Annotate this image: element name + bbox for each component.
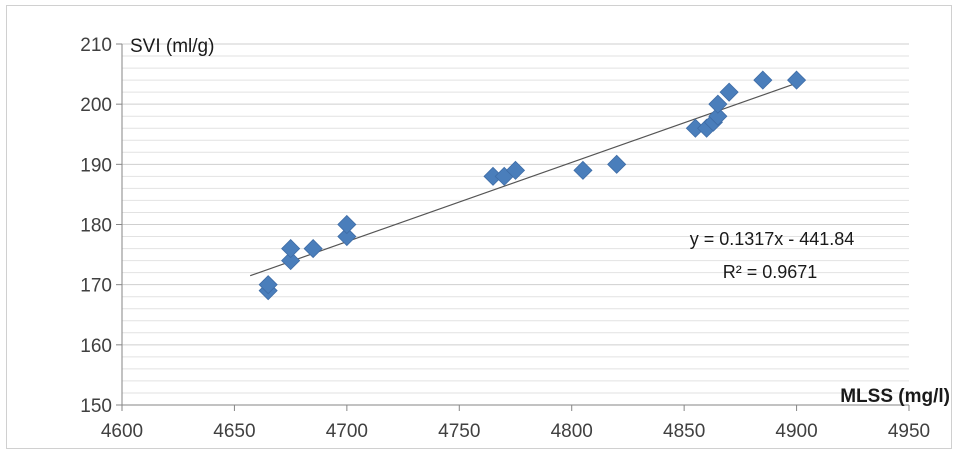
y-tick-label: 160: [80, 336, 112, 357]
y-tick-label: 170: [80, 276, 112, 297]
y-tick-label: 200: [80, 95, 112, 116]
y-tick-label: 180: [80, 216, 112, 237]
x-tick-label: 4750: [438, 421, 480, 442]
x-tick-label: 4700: [326, 421, 368, 442]
x-axis-title: MLSS (mg/l): [840, 386, 950, 407]
x-tick-label: 4650: [213, 421, 255, 442]
data-point: [607, 154, 627, 174]
data-point: [708, 106, 728, 126]
data-point: [281, 251, 301, 271]
y-axis-title: SVI (ml/g): [130, 36, 214, 57]
data-point: [303, 239, 323, 259]
data-point: [753, 70, 773, 90]
data-point: [505, 160, 526, 180]
y-tick-label: 150: [80, 396, 112, 417]
data-points: [258, 70, 807, 301]
trendline-r-squared: R² = 0.9671: [723, 262, 818, 282]
data-point: [337, 214, 357, 235]
x-tick-label: 4900: [775, 421, 817, 442]
x-tick-label: 4950: [888, 421, 930, 442]
data-point: [708, 94, 728, 114]
x-axis-ticks: 4600 4650 4700 4750 4800 4850 4900 4950: [101, 405, 930, 442]
gridlines: [122, 43, 909, 394]
data-point: [258, 275, 278, 295]
x-tick-label: 4800: [551, 421, 593, 442]
data-point: [787, 70, 807, 90]
data-point: [573, 160, 593, 180]
data-point: [281, 239, 301, 259]
trendline-equation: y = 0.1317x - 441.84: [690, 229, 855, 249]
y-tick-label: 210: [80, 35, 112, 56]
chart-frame: [6, 5, 952, 449]
data-point: [719, 82, 739, 102]
y-axis-ticks: 150 160 170 180 190 200 210: [80, 35, 122, 417]
x-tick-label: 4600: [101, 421, 143, 442]
x-tick-label: 4850: [663, 421, 705, 442]
data-point: [337, 226, 357, 247]
y-tick-label: 190: [80, 155, 112, 176]
trendline: [249, 82, 797, 277]
